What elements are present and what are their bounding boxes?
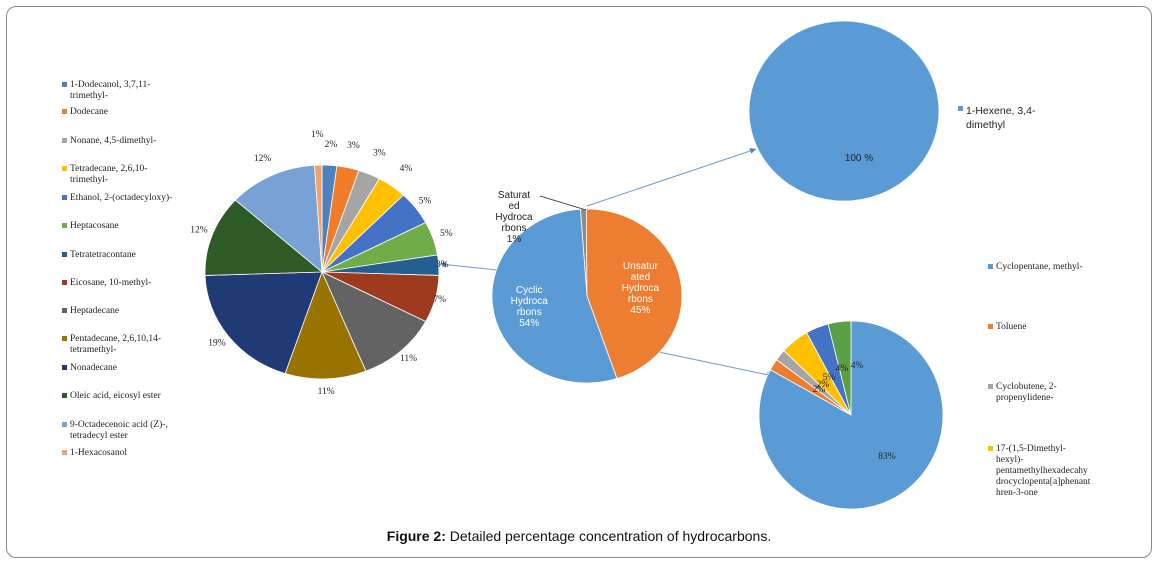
data-label: 5% — [823, 373, 836, 383]
pie-slice — [321, 271, 427, 372]
connector-arrow — [586, 148, 757, 207]
legend-swatch — [62, 393, 67, 398]
data-label: 4% — [400, 164, 413, 174]
legend-swatch — [62, 365, 67, 370]
legend-label: 17-(1,5-Dimethyl- hexyl)- pentamethylhex… — [996, 444, 1091, 498]
legend-swatch — [62, 82, 67, 87]
data-label: 3% — [436, 260, 449, 270]
figure-caption: Figure 2: Detailed percentage concentrat… — [0, 528, 1158, 544]
data-label: 11% — [318, 387, 335, 397]
legend-swatch — [62, 308, 67, 313]
legend-label: Heptacosane — [70, 221, 119, 231]
caption-text: Detailed percentage concentration of hyd… — [445, 528, 772, 544]
pie-cyclic — [758, 320, 944, 510]
pie-slice — [314, 164, 323, 273]
legend-label: Ethanol, 2-(octadecyloxy)- — [70, 193, 173, 203]
data-label: 19% — [208, 339, 226, 349]
leader-line — [539, 195, 587, 211]
pie-saturated — [204, 164, 440, 380]
data-label: 5% — [419, 197, 432, 207]
legend-label: Eicosane, 10-methyl- — [70, 278, 152, 288]
legend-label: 1-Dodecanol, 3,7,11- trimethyl- — [70, 80, 151, 101]
legend-label: Cyclopentane, methyl- — [996, 262, 1083, 272]
pie-slice — [204, 199, 324, 276]
legend-label: Nonane, 4,5-dimethyl- — [70, 136, 157, 146]
legend-swatch — [62, 450, 67, 455]
data-label: 7% — [433, 295, 446, 305]
data-label: 4% — [836, 364, 849, 374]
legend-swatch — [988, 324, 993, 329]
data-label: 4% — [851, 361, 864, 371]
caption-label: Figure 2: — [386, 528, 446, 544]
legend-swatch — [62, 280, 67, 285]
legend-label: 1-Hexacosanol — [70, 448, 127, 458]
legend-label: Toluene — [996, 322, 1027, 332]
data-label: 1% — [311, 130, 324, 140]
legend-swatch — [988, 264, 993, 269]
legend-label: Pentadecane, 2,6,10,14- tetramethyl- — [70, 334, 162, 355]
legend-swatch — [62, 166, 67, 171]
pie-slice — [827, 320, 852, 416]
pie-unsaturated — [748, 20, 940, 202]
pie-hydrocarbon-classes — [491, 208, 683, 384]
saturated-label: Saturat ed Hydroca rbons 1% — [495, 190, 533, 245]
connector-arrow — [653, 350, 774, 378]
legend-swatch — [62, 109, 67, 114]
legend-label: 1-Hexene, 3,4- dimethyl — [966, 105, 1036, 131]
pie-slice — [204, 271, 323, 375]
legend-label: Heptadecane — [70, 306, 120, 316]
legend-swatch — [988, 384, 993, 389]
pie-slice — [234, 164, 323, 273]
pie-slice — [284, 270, 367, 380]
data-label: 5% — [440, 229, 453, 239]
legend-label: Tetratetracontane — [70, 250, 136, 260]
legend-swatch — [62, 138, 67, 143]
legend-swatch — [958, 106, 963, 111]
legend-label: Cyclobutene, 2- propenylidene- — [996, 382, 1057, 403]
connector-arrow — [439, 261, 498, 271]
legend-label: Dodecane — [70, 107, 108, 117]
legend-swatch — [62, 195, 67, 200]
legend-swatch — [988, 446, 993, 451]
data-label: 3% — [347, 141, 360, 151]
legend-label: 9-Octadecenoic acid (Z)-, tetradecyl est… — [70, 420, 168, 441]
pie-slice — [748, 20, 940, 202]
data-label: 2% — [817, 380, 830, 390]
legend-label: Oleic acid, eicosyl ester — [70, 391, 161, 401]
data-label: 3% — [373, 149, 386, 159]
pie-slice — [585, 208, 683, 380]
data-label: 2% — [325, 140, 338, 150]
data-label: 12% — [190, 226, 208, 236]
data-label: 100 % — [845, 153, 873, 164]
pie-slice — [491, 208, 618, 384]
legend-swatch — [62, 223, 67, 228]
legend-label: Tetradecane, 2,6,10- trimethyl- — [70, 164, 148, 185]
data-label: 83% — [878, 452, 896, 462]
data-label: Unsatur ated Hydroca rbons 45% — [622, 261, 660, 316]
legend-label: Nonadecane — [70, 363, 117, 373]
data-label: Cyclic Hydroca rbons 54% — [511, 285, 549, 329]
legend-swatch — [62, 422, 67, 427]
data-label: 11% — [400, 354, 417, 364]
data-label: 12% — [254, 154, 272, 164]
data-label: 2% — [813, 385, 826, 395]
legend-swatch — [62, 252, 67, 257]
legend-swatch — [62, 336, 67, 341]
